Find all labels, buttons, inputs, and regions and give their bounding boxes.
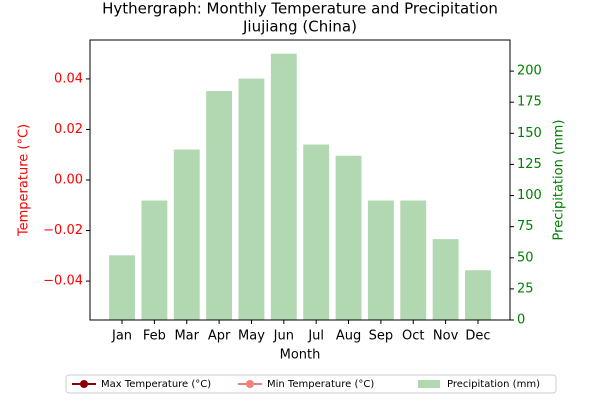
y2-tick-label: 125 — [517, 157, 542, 172]
legend-marker — [80, 380, 88, 388]
chart-subtitle: Jiujiang (China) — [242, 18, 357, 36]
x-tick-label: May — [238, 329, 265, 344]
legend-marker — [246, 380, 254, 388]
x-tick-label: Oct — [402, 329, 424, 344]
chart-title: Hythergraph: Monthly Temperature and Pre… — [102, 0, 498, 18]
y-tick-label: 0.02 — [54, 122, 83, 137]
bar — [206, 91, 233, 321]
y2-tick-label: 75 — [517, 219, 534, 234]
y2-tick-label: 175 — [517, 95, 542, 110]
legend-label: Max Temperature (°C) — [101, 379, 211, 390]
x-axis-label: Month — [280, 348, 321, 363]
x-tick-label: Jul — [307, 329, 324, 344]
y2-tick-label: 25 — [517, 281, 534, 296]
bar — [238, 78, 265, 320]
legend-box — [65, 374, 557, 394]
y2-tick-label: 0 — [517, 313, 525, 328]
y2-tick-label: 200 — [517, 64, 542, 79]
x-tick-label: Feb — [143, 329, 166, 344]
x-tick-label: Aug — [336, 329, 361, 344]
y-tick-label: 0.00 — [54, 173, 83, 188]
x-tick-label: Dec — [465, 329, 490, 344]
y2-tick-label: 50 — [517, 250, 534, 265]
bar — [400, 200, 427, 320]
y-axis-label: Temperature (°C) — [17, 124, 32, 237]
legend-swatch — [418, 380, 440, 388]
bar — [432, 239, 459, 320]
y2-tick-label: 100 — [517, 188, 542, 203]
y-tick-label: −0.02 — [43, 223, 83, 238]
legend-label: Precipitation (mm) — [447, 379, 540, 390]
bar — [335, 155, 362, 320]
y2-tick-label: 150 — [517, 126, 542, 141]
bar — [270, 53, 297, 320]
x-tick-label: Mar — [174, 329, 199, 344]
bar — [465, 270, 491, 320]
bar — [367, 200, 394, 320]
bar — [303, 144, 330, 320]
y-tick-label: −0.04 — [43, 274, 83, 289]
y2-axis-label: Precipitation (mm) — [552, 120, 567, 241]
legend-label: Min Temperature (°C) — [267, 379, 374, 390]
x-tick-label: Apr — [208, 329, 231, 344]
x-tick-label: Jan — [111, 329, 132, 344]
x-tick-label: Jun — [273, 329, 294, 344]
x-tick-label: Nov — [433, 329, 459, 344]
y-tick-label: 0.04 — [54, 71, 83, 86]
x-tick-label: Sep — [369, 329, 394, 344]
bar — [173, 149, 200, 320]
bar — [141, 200, 168, 320]
bar — [109, 255, 135, 320]
